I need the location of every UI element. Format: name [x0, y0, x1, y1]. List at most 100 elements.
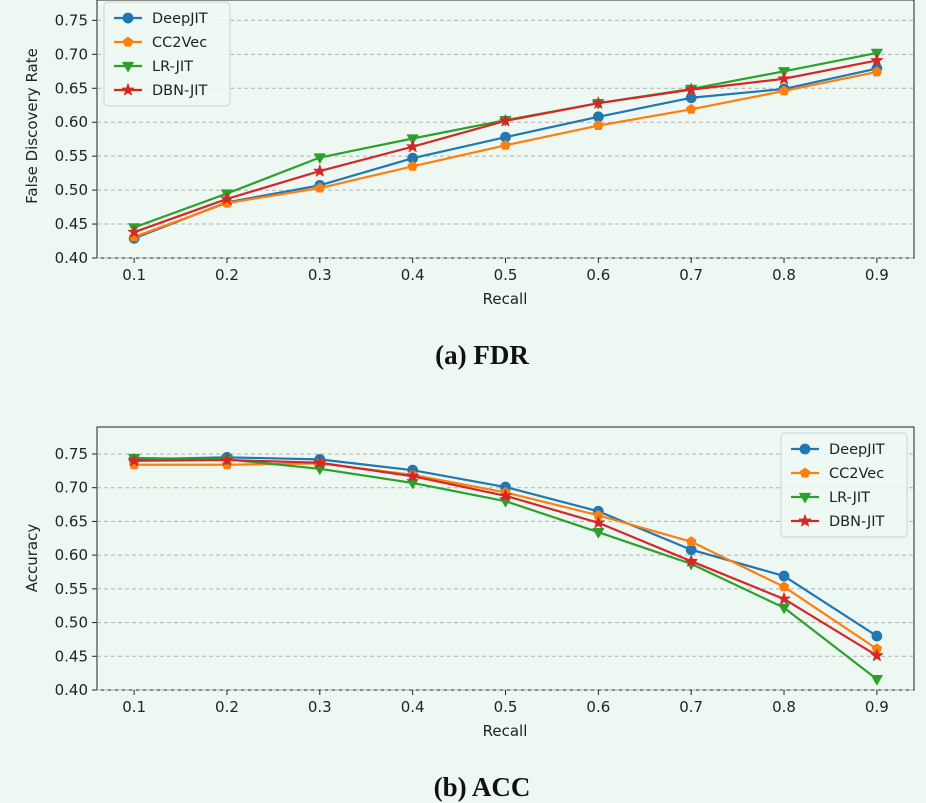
data-point-dbn-jit [313, 456, 327, 469]
caption-acc: (b) ACC [434, 772, 531, 802]
legend-label: DeepJIT [152, 11, 208, 27]
y-tick-label: 0.65 [55, 79, 88, 97]
data-point-dbn-jit [499, 489, 512, 502]
gridlines [97, 453, 914, 691]
chart-acc: 0.40 0.45 0.50 0.55 0.60 0.65 0.70 0.75 0.1 0.2 0.… [23, 426, 915, 802]
legend-marker [799, 492, 811, 504]
y-tick-label: 0.40 [55, 681, 88, 699]
legend-marker [122, 12, 134, 24]
y-tick-label: 0.70 [55, 479, 88, 497]
legend-label: DBN-JIT [152, 83, 208, 99]
data-point-dbn-jit [870, 53, 884, 66]
data-point-lr-jit [870, 675, 883, 686]
data-point-cc2vec [871, 66, 883, 77]
legend-label: DeepJIT [829, 442, 885, 458]
x-tick-label: 0.5 [494, 698, 518, 716]
legend-entry-cc2vec: CC2Vec [791, 466, 884, 482]
x-tick-label: 0.8 [772, 266, 796, 284]
x-tick-label: 0.6 [586, 266, 610, 284]
data-point-deepjit [778, 570, 790, 582]
data-point-cc2vec [593, 120, 604, 131]
legend-marker [799, 467, 811, 478]
data-point-dbn-jit [127, 454, 141, 467]
data-point-deepjit [685, 544, 697, 556]
plot-area [96, 426, 915, 691]
data-point-dbn-jit [220, 192, 234, 205]
y-tick-label: 0.60 [55, 546, 88, 564]
x-tick-label: 0.3 [308, 266, 332, 284]
data-point-dbn-jit [499, 114, 512, 127]
data-point-dbn-jit [406, 140, 419, 153]
data-point-dbn-jit [220, 453, 234, 466]
legend-label: CC2Vec [152, 35, 207, 51]
y-axis-label: False Discovery Rate [23, 48, 41, 204]
x-tick-label: 0.2 [215, 698, 239, 716]
plot-area [96, 0, 915, 259]
x-axis-label: Recall [483, 290, 528, 308]
data-point-lr-jit [778, 603, 790, 614]
series-dbn-jit [127, 53, 884, 238]
series-group [127, 451, 884, 686]
x-tick-label: 0.1 [122, 266, 146, 284]
legend-marker [122, 61, 134, 73]
legend-label: LR-JIT [829, 490, 870, 506]
data-point-cc2vec [407, 160, 418, 171]
legend-marker [798, 514, 812, 527]
chart-fdr: 0.40 0.45 0.50 0.55 0.60 0.65 0.70 0.75 0.1 0.2 0.… [23, 0, 915, 370]
legend-entry-dbn-jit: DBN-JIT [114, 83, 208, 99]
y-tick-label: 0.70 [55, 45, 88, 63]
x-tick-label: 0.3 [308, 698, 332, 716]
x-tick-label: 0.9 [865, 266, 889, 284]
series-cc2vec [128, 66, 883, 242]
x-tick-label: 0.8 [772, 698, 796, 716]
ticks: 0.40 0.45 0.50 0.55 0.60 0.65 0.70 0.75 0.1 0.2 0.… [55, 445, 889, 716]
legend: DeepJIT CC2Vec LR-JIT DBN-JIT [780, 432, 908, 538]
legend-entry-cc2vec: CC2Vec [114, 35, 207, 51]
ticks: 0.40 0.45 0.50 0.55 0.60 0.65 0.70 0.75 0.1 0.2 0.… [55, 11, 889, 284]
y-tick-label: 0.50 [55, 614, 88, 632]
legend-entry-lr-jit: LR-JIT [791, 490, 870, 506]
x-tick-label: 0.4 [401, 266, 425, 284]
y-tick-label: 0.45 [55, 215, 88, 233]
y-tick-label: 0.75 [55, 445, 88, 463]
y-tick-label: 0.60 [55, 113, 88, 131]
data-point-dbn-jit [313, 164, 327, 177]
legend-box [780, 432, 908, 538]
legend-label: DBN-JIT [829, 514, 885, 530]
data-point-cc2vec [500, 139, 511, 150]
y-tick-label: 0.65 [55, 512, 88, 530]
y-tick-label: 0.45 [55, 647, 88, 665]
x-tick-label: 0.9 [865, 698, 889, 716]
data-point-dbn-jit [870, 648, 884, 662]
data-point-lr-jit [313, 153, 326, 164]
data-point-dbn-jit [684, 82, 698, 96]
legend-entry-deepjit: DeepJIT [791, 442, 885, 458]
data-point-lr-jit [592, 528, 605, 539]
data-point-cc2vec [686, 536, 697, 547]
legend-marker [122, 36, 134, 47]
y-tick-label: 0.75 [55, 11, 88, 29]
x-tick-label: 0.6 [586, 698, 610, 716]
data-point-dbn-jit [127, 225, 141, 238]
legend-marker [799, 443, 811, 455]
series-dbn-jit [127, 453, 884, 662]
data-point-dbn-jit [777, 592, 791, 605]
x-tick-label: 0.7 [679, 266, 703, 284]
data-point-cc2vec [778, 85, 790, 96]
data-point-lr-jit [406, 478, 419, 490]
x-tick-label: 0.7 [679, 698, 703, 716]
data-point-dbn-jit [592, 96, 605, 109]
data-point-cc2vec [778, 581, 790, 592]
legend-entry-dbn-jit: DBN-JIT [791, 514, 885, 530]
legend: DeepJIT CC2Vec LR-JIT DBN-JIT [103, 1, 231, 107]
legend-label: LR-JIT [152, 59, 193, 75]
data-point-dbn-jit [684, 554, 698, 567]
data-point-deepjit [871, 630, 883, 642]
caption-fdr: (a) FDR [435, 340, 529, 370]
y-axis-label: Accuracy [23, 524, 41, 593]
data-point-dbn-jit [592, 516, 605, 529]
legend-entry-lr-jit: LR-JIT [114, 59, 193, 75]
legend-entry-deepjit: DeepJIT [114, 11, 208, 27]
data-point-cc2vec [686, 103, 697, 114]
y-tick-label: 0.55 [55, 580, 88, 598]
